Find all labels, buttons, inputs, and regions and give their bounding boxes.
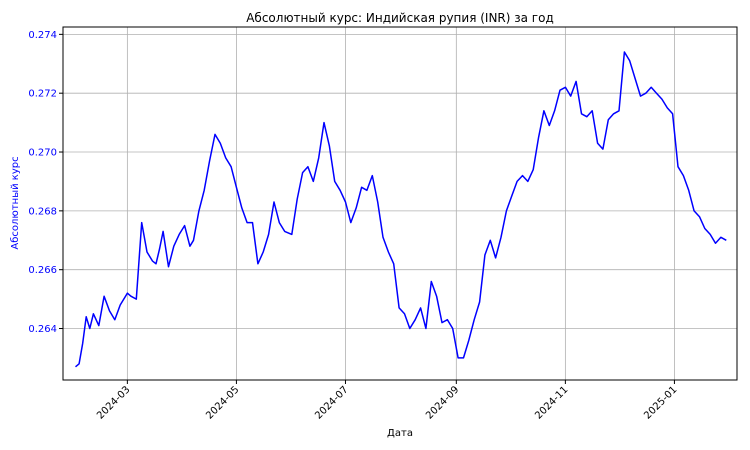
x-tick-label: 2024-05	[204, 384, 241, 421]
grid-lines	[63, 27, 737, 380]
x-axis: 2024-03 2024-05 2024-07 2024-09 2024-11 2025-…	[95, 380, 680, 422]
x-tick-label: 2024-03	[95, 384, 132, 421]
y-tick-label: 0.272	[28, 89, 57, 100]
x-tick-label: 2024-09	[424, 384, 461, 421]
y-axis-label: Абсолютный курс	[10, 156, 21, 249]
y-tick-label: 0.264	[28, 324, 57, 335]
y-tick-label: 0.270	[28, 148, 57, 159]
chart-title: Абсолютный курс: Индийская рупия (INR) з…	[246, 11, 554, 25]
plot-frame	[62, 26, 738, 381]
y-axis: 0.264 0.266 0.268 0.270 0.272 0.274	[28, 30, 63, 335]
plot-area	[75, 51, 727, 368]
y-tick-label: 0.266	[28, 265, 57, 276]
y-tick-label: 0.268	[28, 206, 57, 217]
x-tick-label: 2024-07	[313, 384, 350, 421]
x-tick-label: 2025-01	[642, 384, 679, 421]
x-tick-label: 2024-11	[533, 384, 570, 421]
y-tick-label: 0.274	[28, 30, 57, 41]
x-axis-label: Дата	[387, 428, 413, 439]
series-line	[75, 51, 727, 368]
